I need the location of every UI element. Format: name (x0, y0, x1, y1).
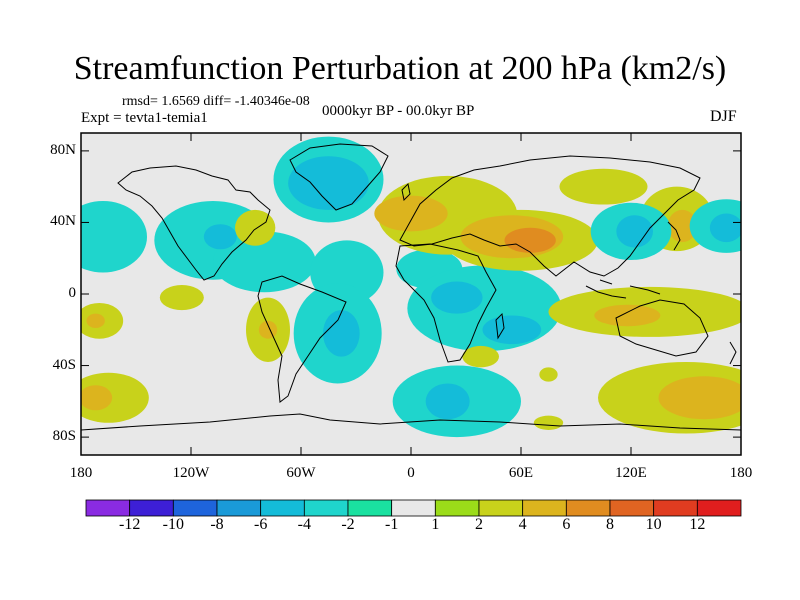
lon-label: 120E (615, 465, 647, 481)
contour-blob (81, 372, 149, 423)
colorbar-box (172, 499, 218, 517)
coast-madagascar (495, 312, 505, 340)
contour-blob (594, 304, 661, 327)
coast-greenland (289, 143, 389, 211)
contour-blob (559, 168, 648, 205)
lat-label: 40S (52, 356, 76, 373)
contour-blob (504, 227, 556, 253)
contour-blob (81, 200, 147, 273)
colorbar-label: 2 (475, 516, 483, 533)
colorbar-box (478, 499, 524, 517)
colorbar-label: -1 (384, 516, 399, 533)
contour-blob (616, 215, 654, 248)
lat-label: 40N (50, 213, 76, 230)
period-label: 0000kyr BP - 00.0kyr BP (322, 103, 475, 119)
coast-eurasia (399, 155, 701, 277)
contour-blob (539, 367, 558, 382)
coast-australia (615, 299, 709, 357)
contour-blob (425, 383, 470, 420)
colorbar-box (565, 499, 611, 517)
coast-new-zealand (729, 341, 737, 365)
colorbar-box (260, 499, 305, 517)
colorbar-label: -12 (118, 516, 141, 533)
contour-blob (667, 209, 697, 243)
colorbar (85, 499, 742, 517)
colorbar-label: -8 (210, 516, 224, 533)
lon-label: 0 (407, 465, 415, 481)
colorbar-label: 6 (562, 516, 571, 533)
stats-text: rmsd= 1.6569 diff= -1.40346e-08 (122, 94, 310, 109)
contour-blob (431, 281, 483, 314)
colorbar-label: -2 (341, 516, 355, 533)
lat-label: 80N (50, 141, 76, 158)
contour-blob (81, 385, 113, 411)
contour-blob (374, 195, 448, 232)
contour-fields (81, 136, 741, 438)
lon-label: 180 (69, 465, 93, 481)
lon-label: 180 (729, 465, 753, 481)
colorbar-box (522, 499, 567, 517)
coast-south-america (257, 275, 347, 403)
chart-title: Streamfunction Perturbation at 200 hPa (… (73, 50, 727, 87)
lon-label: 120W (172, 465, 210, 481)
contour-blob (407, 265, 562, 352)
contour-blob (288, 156, 369, 210)
contour-blob (533, 415, 564, 430)
lon-label: 60E (508, 465, 534, 481)
colorbar-label: -10 (162, 516, 184, 533)
colorbar-box (434, 499, 480, 517)
contour-blob (323, 310, 360, 357)
season-label: DJF (710, 108, 737, 125)
colorbar-label: 1 (431, 516, 440, 533)
colorbar-box (653, 499, 698, 517)
contour-blob (658, 376, 741, 420)
contour-blob (86, 313, 105, 328)
colorbar-box (303, 499, 349, 517)
colorbar-label: 4 (518, 516, 527, 533)
colorbar-label: -4 (297, 516, 311, 533)
coast-british-isles (401, 182, 411, 202)
axis-ticks (80, 133, 742, 455)
contour-blob (709, 213, 741, 243)
colorbar-box (347, 499, 393, 517)
contour-blob (258, 320, 278, 339)
contour-blob (482, 315, 542, 345)
colorbar-label: 8 (606, 516, 614, 533)
lat-label: 80S (52, 428, 76, 445)
contour-blob (462, 345, 499, 368)
coast-japan (667, 221, 681, 251)
colorbar-label: 12 (689, 516, 706, 533)
coastlines (81, 143, 741, 431)
contour-blob (235, 209, 276, 246)
contour-blob (159, 285, 204, 311)
coast-indonesia (585, 279, 661, 299)
coast-africa (395, 243, 497, 363)
colorbar-box (391, 499, 436, 517)
experiment-label: Expt = tevta1-temia1 (81, 110, 208, 126)
lon-label: 60W (286, 465, 316, 481)
colorbar-label: 10 (645, 516, 662, 533)
colorbar-box (696, 499, 742, 517)
lat-label: 0 (68, 285, 77, 301)
colorbar-box (129, 499, 174, 517)
colorbar-box (216, 499, 262, 517)
colorbar-label: -6 (253, 516, 268, 533)
contour-blob (203, 224, 237, 250)
colorbar-box (609, 499, 655, 517)
coast-north-america (117, 165, 271, 281)
coast-antarctica (81, 413, 741, 431)
colorbar-box (85, 499, 131, 517)
